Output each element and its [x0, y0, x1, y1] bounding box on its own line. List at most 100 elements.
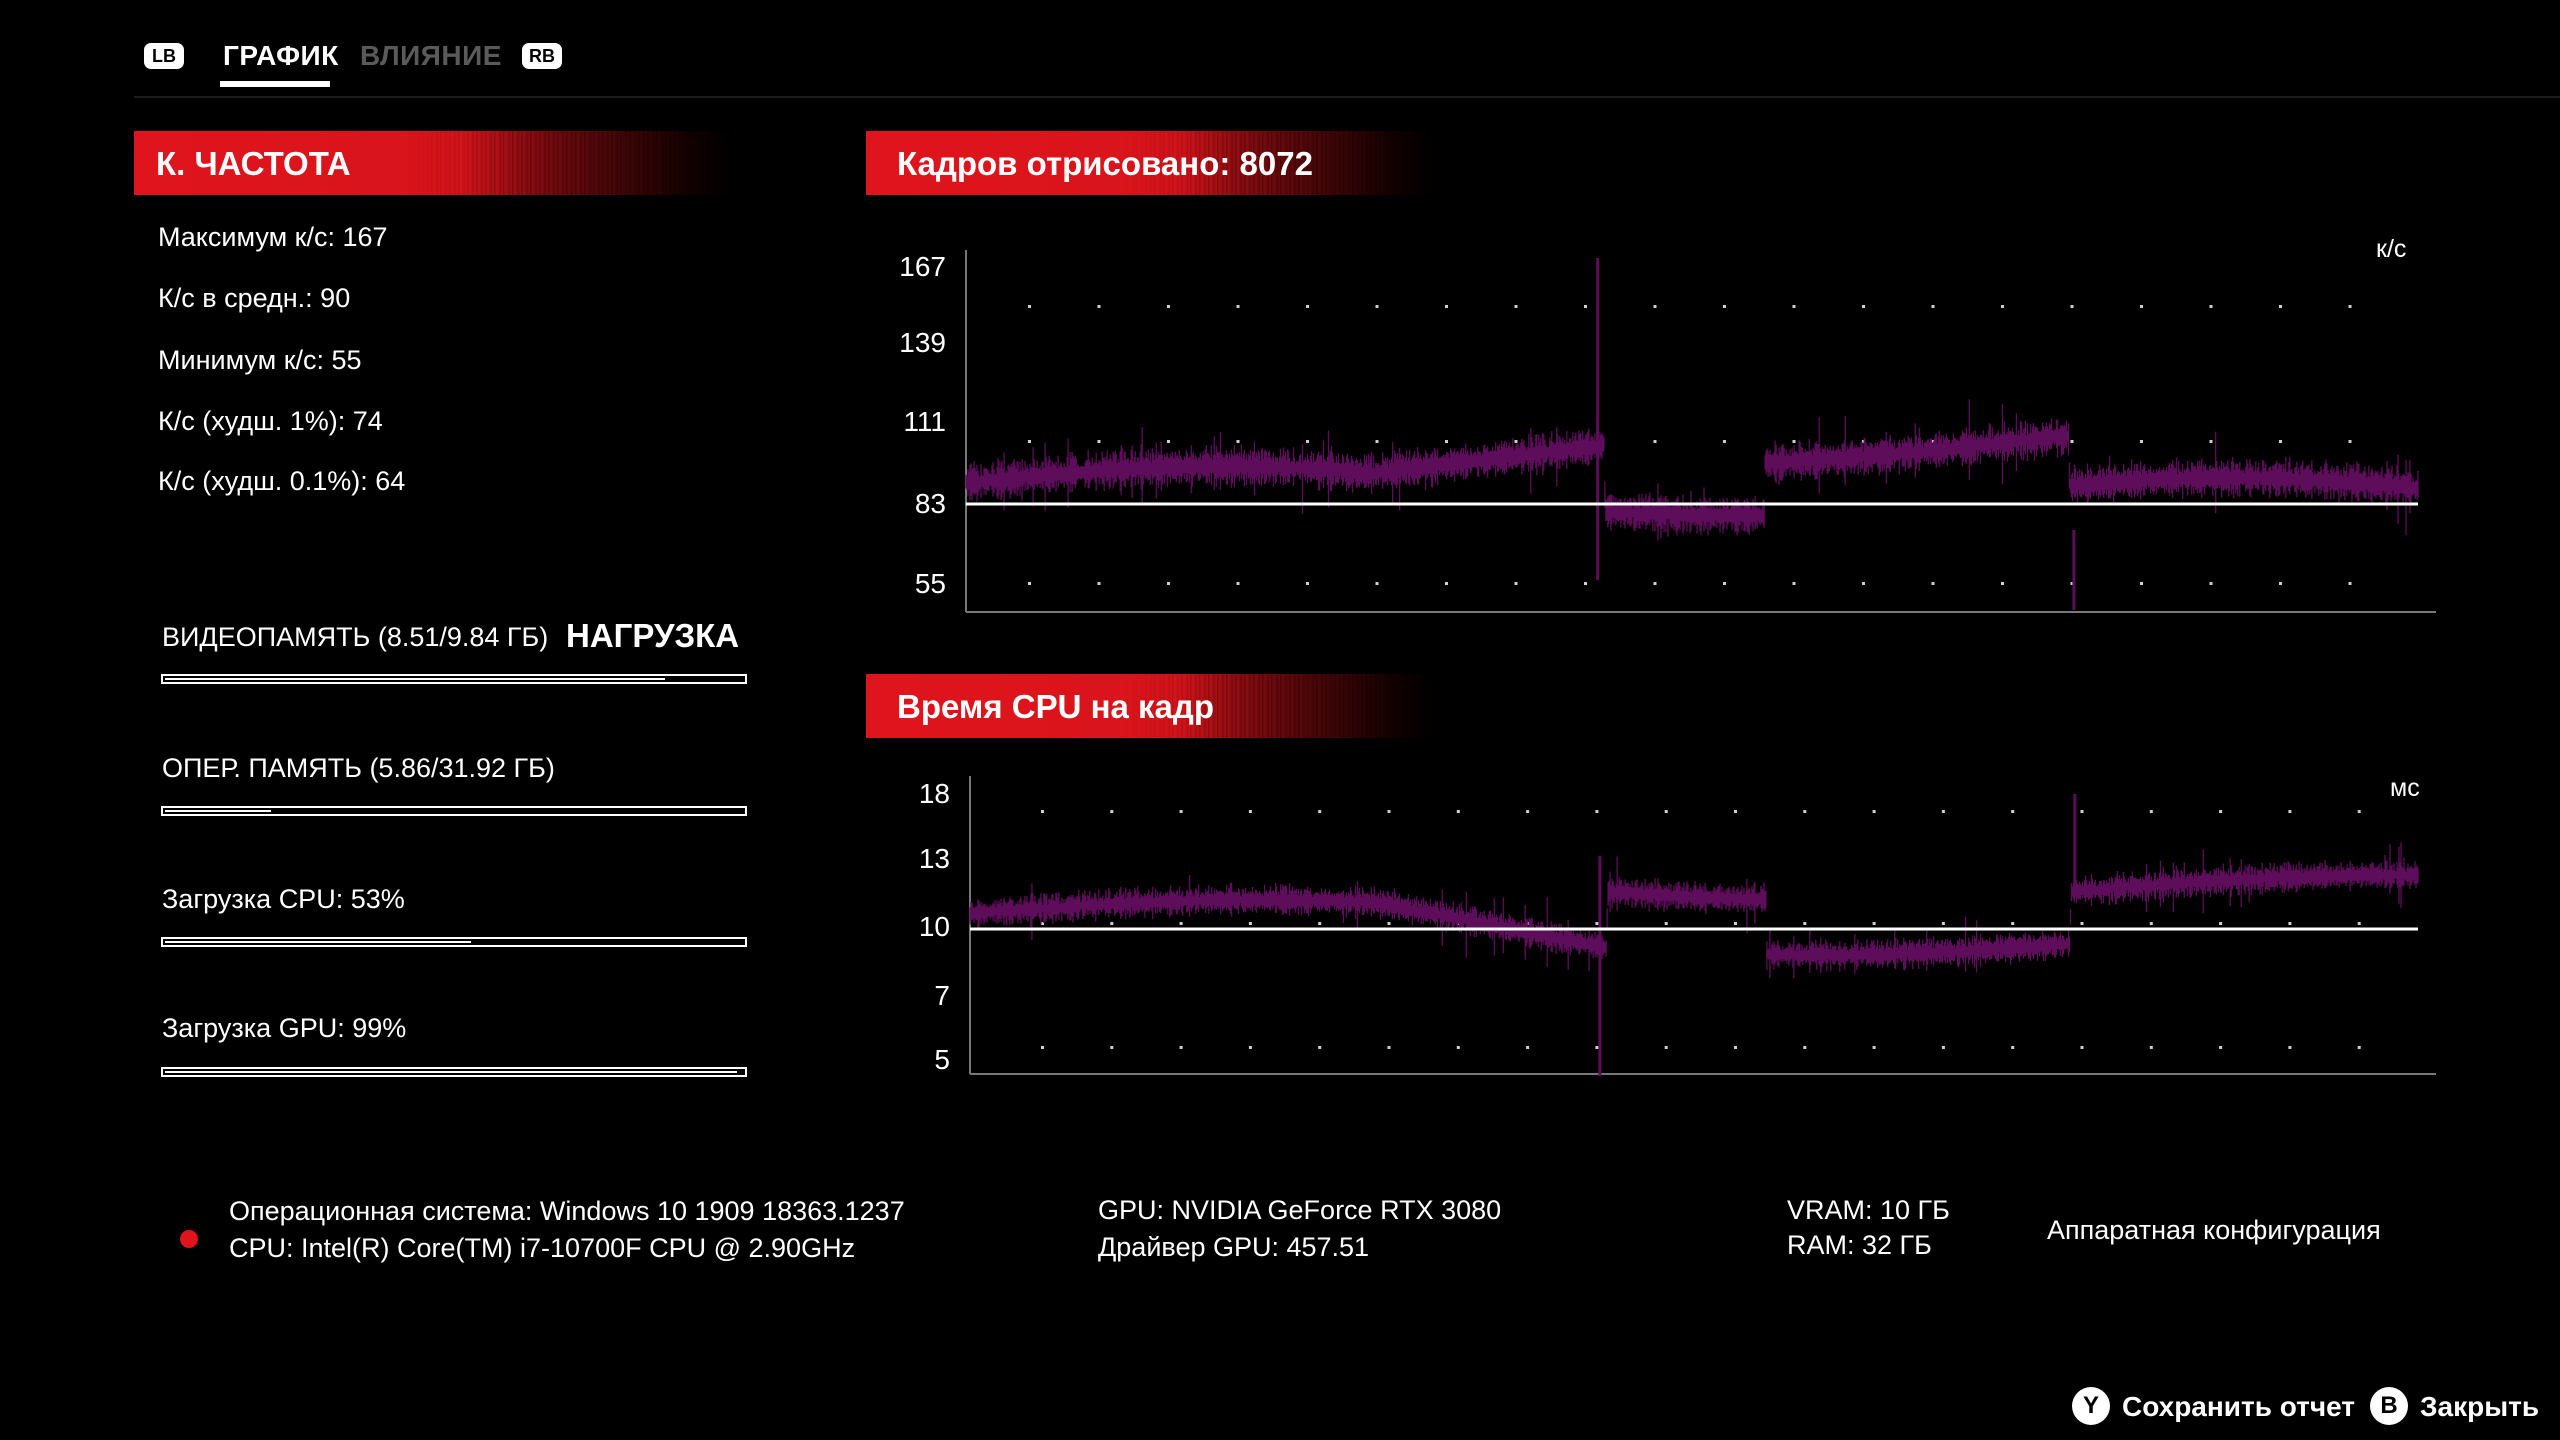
grid-dot — [1803, 1046, 1807, 1049]
grid-dot — [1110, 810, 1114, 813]
cpu-time-banner: Время CPU на кадр — [866, 674, 1436, 738]
y-button-icon[interactable]: Y — [2072, 1387, 2110, 1425]
ram-meter-label: ОПЕР. ПАМЯТЬ (5.86/31.92 ГБ) — [162, 753, 555, 783]
grid-dot — [1862, 440, 1865, 443]
grid-dot — [1456, 810, 1460, 813]
grid-dot — [1445, 582, 1448, 585]
grid-dot — [2279, 582, 2282, 585]
grid-dot — [1526, 1046, 1530, 1049]
grid-dot — [2288, 1046, 2292, 1049]
grid-dot — [1664, 922, 1668, 925]
grid-dot — [1445, 440, 1448, 443]
close-button[interactable]: Закрыть — [2420, 1391, 2540, 1422]
gpu-info: GPU: NVIDIA GeForce RTX 3080 — [1098, 1195, 1502, 1225]
grid-dot — [1514, 440, 1518, 443]
grid-dot — [1387, 810, 1391, 813]
gpu-load-meter — [161, 1067, 747, 1077]
grid-dot — [2001, 582, 2004, 585]
b-key-label: B — [2380, 1392, 2398, 1419]
tab-graph[interactable]: ГРАФИК — [223, 40, 339, 71]
tab-impact[interactable]: ВЛИЯНИЕ — [360, 40, 502, 71]
gpu-load-meter-label: Загрузка GPU: 99% — [162, 1013, 407, 1043]
grid-dot — [1318, 1046, 1322, 1049]
grid-dot — [2070, 305, 2074, 308]
system-indicator-dot — [180, 1230, 198, 1248]
fps-tick-55: 55 — [914, 568, 946, 599]
cpu-info: CPU: Intel(R) Core(TM) i7-10700F CPU @ 2… — [229, 1233, 856, 1263]
grid-dot — [1872, 922, 1876, 925]
grid-dot — [2219, 922, 2223, 925]
grid-dot — [2080, 922, 2084, 925]
series-band — [969, 842, 2419, 979]
grid-dot — [1723, 305, 1726, 308]
grid-dot — [2011, 922, 2015, 925]
tab-active-underline — [220, 81, 330, 87]
fps-unit-label: к/с — [2376, 235, 2407, 263]
stat-min-fps: Минимум к/с: 55 — [158, 345, 362, 375]
cpu-time-chart-title: Время CPU на кадр — [897, 688, 1215, 725]
vram-meter — [161, 674, 747, 684]
grid-dot — [1097, 440, 1101, 443]
grid-dot — [2070, 440, 2074, 443]
grid-dot — [1167, 305, 1170, 308]
grid-dot — [1653, 440, 1657, 443]
grid-dot — [2140, 440, 2143, 443]
grid-dot — [2209, 582, 2213, 585]
grid-dot — [2288, 810, 2292, 813]
grid-dot — [2219, 1046, 2223, 1049]
grid-dot — [1248, 810, 1252, 813]
load-panel-title: НАГРУЗКА — [566, 617, 740, 654]
grid-dot — [2357, 1046, 2361, 1049]
ms-unit-label: мс — [2390, 774, 2420, 802]
lb-button-icon[interactable]: LB — [144, 43, 184, 69]
grid-dot — [1028, 440, 1031, 443]
grid-dot — [1445, 305, 1448, 308]
grid-dot — [1653, 305, 1657, 308]
gpu-driver-info: Драйвер GPU: 457.51 — [1098, 1232, 1370, 1262]
grid-dot — [1514, 305, 1518, 308]
fps-line-chart — [965, 250, 2436, 613]
grid-dot — [2149, 810, 2153, 813]
rb-label: RB — [529, 45, 555, 66]
grid-dot — [1664, 1046, 1668, 1049]
grid-dot — [1179, 810, 1183, 813]
grid-dot — [1110, 922, 1114, 925]
grid-dot — [1526, 810, 1530, 813]
grid-dot — [1734, 922, 1737, 925]
grid-dot — [1931, 305, 1935, 308]
rb-button-icon[interactable]: RB — [522, 43, 562, 69]
grid-dot — [1306, 440, 1309, 443]
grid-dot — [1306, 582, 1309, 585]
fps-tick-167: 167 — [899, 251, 946, 282]
grid-dot — [1028, 582, 1031, 585]
grid-dot — [1375, 582, 1379, 585]
grid-dot — [1167, 582, 1170, 585]
grid-dot — [1236, 582, 1240, 585]
b-button-icon[interactable]: B — [2370, 1387, 2408, 1425]
vram-meter-label: ВИДЕОПАМЯТЬ (8.51/9.84 ГБ) — [162, 622, 549, 652]
grid-dot — [1041, 1046, 1044, 1049]
save-report-button[interactable]: Сохранить отчет — [2122, 1391, 2355, 1422]
cpu-time-line-chart — [969, 776, 2436, 1076]
fps-tick-139: 139 — [899, 327, 946, 358]
grid-dot — [1375, 305, 1379, 308]
grid-dot — [1097, 582, 1101, 585]
hardware-config-link[interactable]: Аппаратная конфигурация — [2047, 1215, 2381, 1245]
cpu-load-meter-label: Загрузка CPU: 53% — [162, 884, 405, 914]
grid-dot — [1723, 582, 1726, 585]
fps-banner: К. ЧАСТОТА — [134, 131, 734, 195]
cpu-tick-18: 18 — [918, 778, 950, 809]
grid-dot — [1584, 582, 1587, 585]
lb-label: LB — [152, 45, 176, 66]
grid-dot — [2357, 922, 2361, 925]
grid-dot — [1872, 810, 1876, 813]
ram-meter — [161, 806, 747, 816]
grid-dot — [2080, 1046, 2084, 1049]
grid-dot — [1792, 582, 1796, 585]
grid-dot — [2140, 305, 2143, 308]
series-band — [965, 399, 2419, 541]
vram-meter-fill — [165, 678, 665, 680]
grid-dot — [1595, 810, 1599, 813]
grid-dot — [1110, 1046, 1114, 1049]
grid-dot — [1318, 922, 1322, 925]
